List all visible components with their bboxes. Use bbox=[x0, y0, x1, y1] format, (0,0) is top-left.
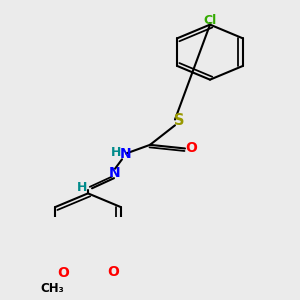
Text: H: H bbox=[111, 146, 121, 159]
Text: O: O bbox=[107, 265, 119, 279]
Text: H: H bbox=[77, 181, 87, 194]
Text: S: S bbox=[174, 113, 184, 128]
Text: N: N bbox=[120, 147, 132, 161]
Text: Cl: Cl bbox=[203, 14, 217, 27]
Text: O: O bbox=[57, 266, 69, 280]
Text: CH₃: CH₃ bbox=[40, 283, 64, 296]
Text: O: O bbox=[185, 142, 197, 155]
Text: N: N bbox=[109, 166, 121, 180]
